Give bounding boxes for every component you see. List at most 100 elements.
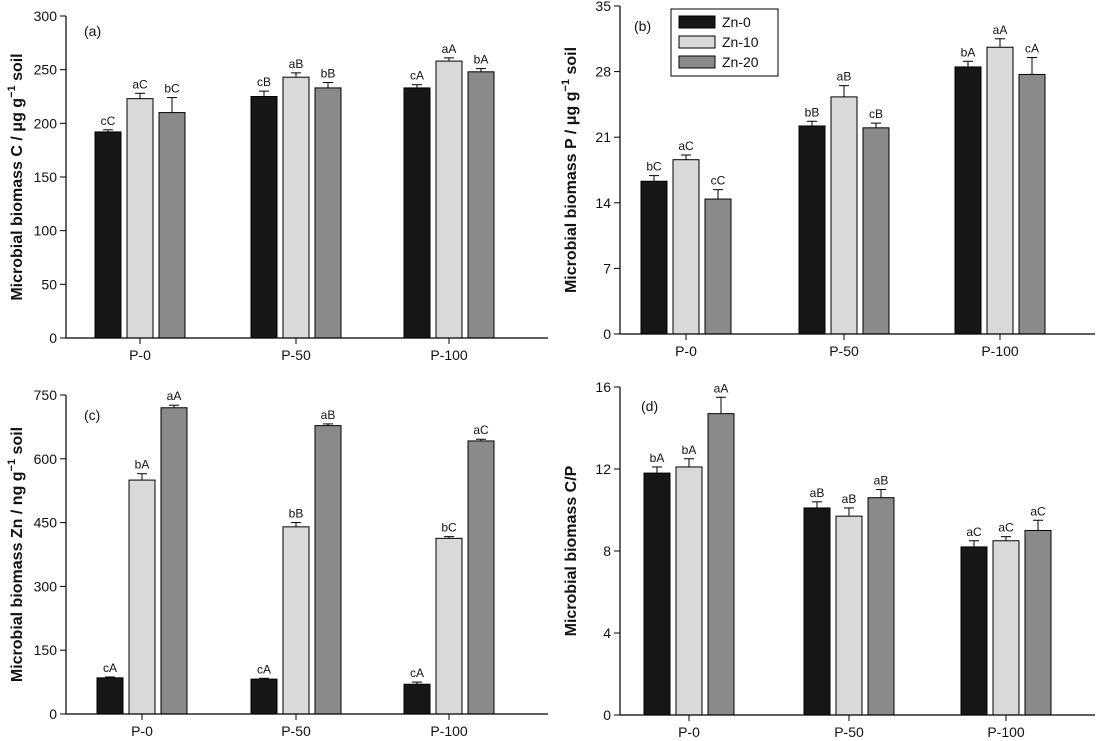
y-axis-label: Microbial biomass Zn / ng g−1 soil [6, 427, 26, 682]
significance-label: bA [961, 45, 976, 59]
legend: Zn-0 Zn-10 Zn-20 [670, 8, 779, 77]
y-tick-label: 750 [34, 387, 58, 403]
bar-zn-0-p-50 [803, 507, 831, 716]
y-tick-label: 14 [595, 195, 611, 211]
legend-label-zn-20: Zn-20 [722, 54, 759, 70]
significance-label: bB [289, 507, 304, 521]
y-tick-label: 50 [41, 276, 57, 292]
panel-a: (a) cC cB cA aC aB aA bC bB bA 0 50 100 150 200 250 300… [6, 8, 548, 363]
y-axis-label: Microbial biomass P / μg g−1 soil [560, 47, 580, 293]
bar-zn-10-p-50 [282, 526, 310, 715]
y-tick-label: 0 [603, 326, 611, 342]
bar-zn-20-p-100 [467, 440, 495, 715]
y-tick-label: 0 [603, 707, 611, 723]
x-tick-label: P-100 [987, 724, 1025, 740]
significance-label: bA [474, 53, 489, 67]
y-tick-label: 16 [595, 379, 611, 395]
significance-label: aA [442, 42, 457, 56]
bar-zn-20-p-0 [160, 407, 188, 715]
bar-zn-10-p-0 [675, 466, 703, 716]
panel-c: (c) cA cA cA bA bB bC aA aB aC 0 150 300 450 600 750 P-… [6, 387, 548, 739]
y-tick-label: 0 [49, 330, 57, 346]
x-tick-label: P-50 [834, 724, 864, 740]
significance-label: bC [646, 160, 662, 174]
legend-swatch-zn-10 [678, 35, 716, 49]
significance-label: aC [132, 77, 148, 91]
legend-label-zn-10: Zn-10 [722, 34, 759, 50]
legend-swatch-zn-0 [678, 15, 716, 29]
bar-zn-20-p-50 [867, 497, 895, 716]
bar-zn-0-p-100 [403, 87, 431, 339]
x-tick-label: P-0 [129, 347, 151, 363]
significance-label: aB [810, 486, 825, 500]
bar-zn-0-p-50 [250, 96, 278, 339]
bar-zn-0-p-100 [954, 66, 982, 335]
significance-label: cA [103, 661, 117, 675]
y-tick-label: 21 [595, 129, 611, 145]
y-tick-label: 12 [595, 461, 611, 477]
significance-label: aB [874, 474, 889, 488]
significance-label: bA [135, 458, 150, 472]
panel-label: (d) [641, 398, 658, 414]
bar-zn-0-p-50 [250, 678, 278, 715]
significance-label: aA [167, 389, 182, 403]
significance-label: aC [1030, 504, 1046, 518]
significance-label: bB [805, 105, 820, 119]
x-tick-label: P-0 [131, 723, 153, 739]
bar-zn-0-p-0 [643, 472, 671, 716]
y-axis-label: Microbial biomass C / μg g−1 soil [6, 53, 26, 300]
panel-label: (b) [634, 18, 651, 34]
bar-zn-0-p-50 [798, 125, 826, 335]
bar-zn-10-p-0 [126, 98, 154, 339]
legend-swatch-zn-20 [678, 55, 716, 69]
significance-label: cC [101, 114, 116, 128]
significance-label: aB [837, 70, 852, 84]
significance-label: aC [966, 525, 982, 539]
y-tick-label: 7 [603, 260, 611, 276]
bar-zn-10-p-50 [830, 96, 858, 335]
bar-zn-10-p-50 [835, 515, 863, 716]
y-axis-label: Microbial biomass C/P [563, 465, 580, 636]
x-tick-label: P-100 [981, 343, 1019, 359]
significance-label: aC [678, 139, 694, 153]
panel-label: (c) [84, 407, 100, 423]
significance-label: bC [164, 82, 180, 96]
bar-zn-10-p-50 [282, 76, 310, 339]
bar-zn-0-p-0 [640, 180, 668, 335]
bar-zn-10-p-0 [672, 159, 700, 335]
bar-zn-0-p-0 [94, 131, 122, 339]
significance-label: aB [289, 57, 304, 71]
significance-label: aA [714, 381, 729, 395]
bar-zn-10-p-100 [435, 60, 463, 339]
bar-zn-20-p-50 [314, 425, 342, 715]
y-tick-label: 8 [603, 543, 611, 559]
significance-label: cC [711, 174, 726, 188]
panel-b: (b) bC bB bA aC aB aA cC cB cA 0 7 14 21 28 35 P-0 P-50 P… [560, 0, 1095, 359]
panel-label: (a) [84, 23, 101, 39]
bar-zn-0-p-100 [403, 683, 431, 715]
significance-label: cA [410, 69, 424, 83]
legend-label-zn-0: Zn-0 [722, 14, 751, 30]
bar-zn-10-p-100 [986, 46, 1014, 335]
bar-zn-20-p-0 [704, 198, 732, 335]
y-tick-label: 600 [34, 451, 58, 467]
bar-zn-20-p-50 [862, 127, 890, 335]
y-tick-label: 200 [34, 115, 58, 131]
y-tick-label: 150 [34, 169, 58, 185]
significance-label: aC [998, 521, 1014, 535]
significance-label: bC [441, 521, 457, 535]
y-tick-label: 0 [49, 706, 57, 722]
x-tick-label: P-0 [678, 724, 700, 740]
significance-label: aB [321, 408, 336, 422]
x-tick-label: P-50 [281, 347, 311, 363]
y-tick-label: 4 [603, 625, 611, 641]
bar-zn-20-p-50 [314, 87, 342, 339]
y-tick-label: 250 [34, 62, 58, 78]
y-tick-label: 100 [34, 223, 58, 239]
y-tick-label: 450 [34, 515, 58, 531]
significance-label: bB [321, 67, 336, 81]
x-tick-label: P-100 [430, 347, 468, 363]
y-tick-label: 35 [595, 0, 611, 14]
y-tick-label: 150 [34, 642, 58, 658]
